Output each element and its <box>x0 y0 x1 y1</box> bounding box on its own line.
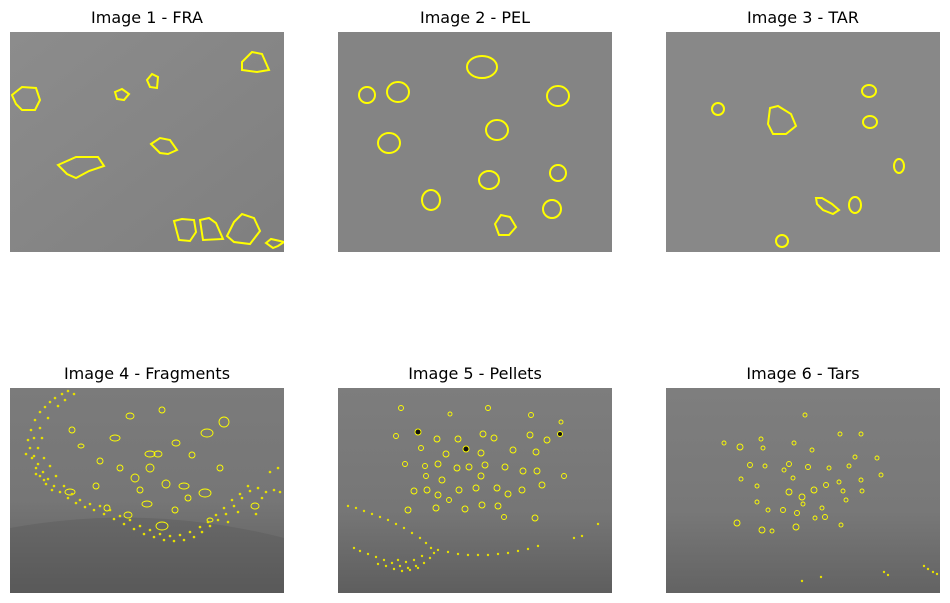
panel-title-6: Image 6 - Tars <box>746 364 860 383</box>
image-1-fragments-photo <box>10 32 284 252</box>
panel-title-3: Image 3 - TAR <box>747 8 859 27</box>
image-3-tars-photo <box>666 32 940 252</box>
image-5-pellets-photo <box>338 388 612 593</box>
image-2-pellets-photo <box>338 32 612 252</box>
panel-title-2: Image 2 - PEL <box>420 8 530 27</box>
panel-title-1: Image 1 - FRA <box>91 8 203 27</box>
image-6-tars-photo <box>666 388 940 593</box>
panel-title-5: Image 5 - Pellets <box>408 364 542 383</box>
panel-title-4: Image 4 - Fragments <box>63 364 231 383</box>
image-4-fragments-photo <box>10 388 284 593</box>
